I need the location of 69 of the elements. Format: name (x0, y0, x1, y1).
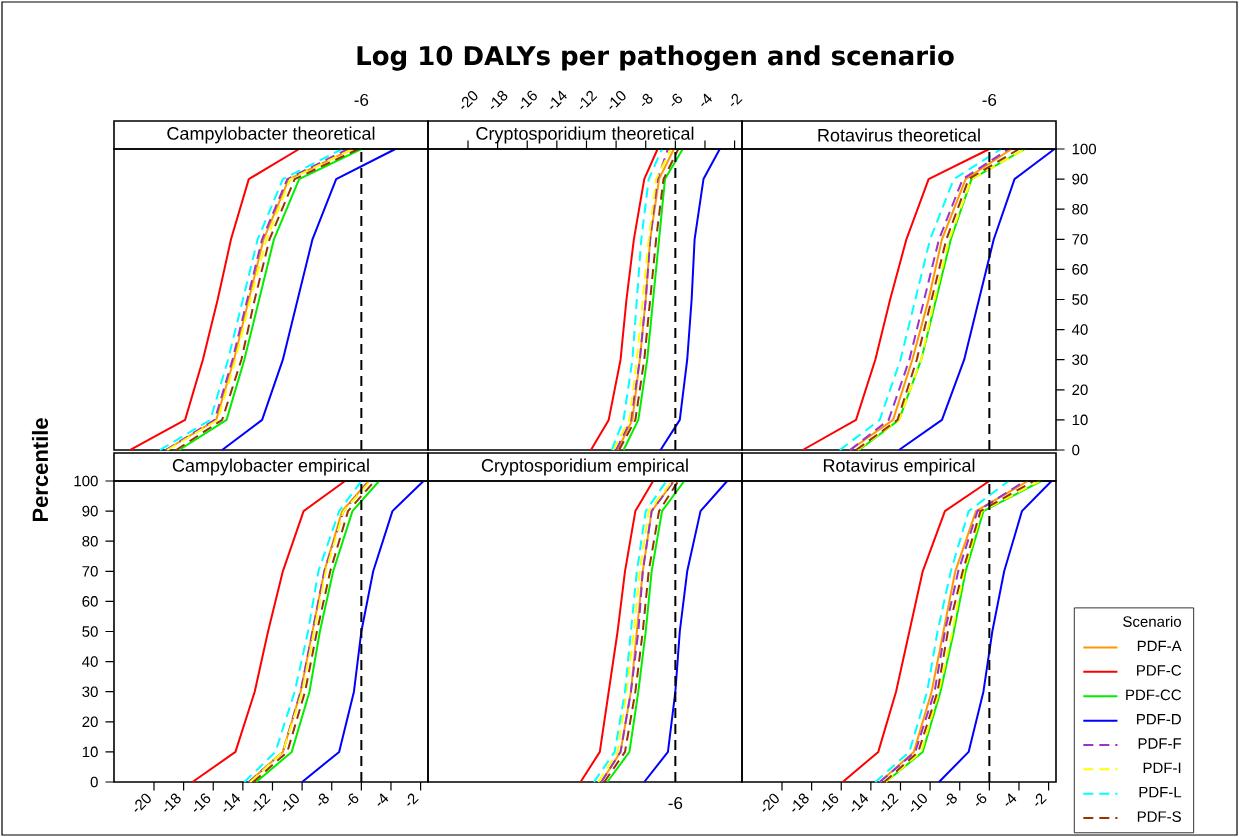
y-axis-title: Percentile (31, 418, 49, 522)
legend-label: PDF-A (1137, 640, 1182, 652)
y-tick-label: 60 (82, 596, 98, 607)
legend-label: PDF-C (1137, 665, 1182, 676)
x-tick-label: -12 (881, 793, 899, 812)
text: Log 10 DALYs per pathogen and scenario (357, 45, 954, 71)
x-tick-label: -18 (490, 90, 508, 109)
x-tick-label: -16 (821, 793, 839, 812)
x-tick-label: -8 (946, 793, 957, 806)
x-tick-label: -20 (461, 90, 478, 109)
legend-label: PDF-CC (1126, 689, 1182, 701)
x-tick-label: -4 (701, 93, 713, 106)
legend-label: PDF-D (1137, 714, 1181, 725)
y-tick-label: 50 (82, 626, 98, 637)
chart-title: Rotavirus theoretical (818, 128, 980, 142)
x-tick-label: -12 (579, 90, 598, 109)
x-tick-label: -8 (641, 93, 653, 106)
y-tick-label: 30 (82, 686, 98, 698)
x-tick-label: -18 (792, 793, 809, 812)
y-tick-label: 30 (1072, 354, 1088, 366)
x-tick-label: -6 (975, 793, 987, 806)
y-tick-label: 70 (82, 565, 98, 577)
x-tick-label: -4 (377, 793, 389, 806)
y-tick-label: 100 (74, 475, 98, 487)
y-tick-label: 0 (1072, 444, 1080, 456)
chart-title: Cryptosporidium theoretical (476, 126, 694, 144)
y-tick-label: 10 (82, 746, 98, 758)
legend-label: PDF-F (1138, 738, 1182, 749)
y-tick-label: 80 (1072, 203, 1088, 215)
x-tick-label: -18 (164, 793, 181, 812)
legend-label: PDF-S (1137, 811, 1181, 822)
chart-title: Campylobacter theoretical (167, 126, 375, 144)
y-tick-label: 90 (82, 505, 98, 517)
x-tick-label: -10 (609, 90, 626, 109)
x-tick-label: -20 (134, 793, 151, 812)
x-tick-label: -2 (1035, 793, 1047, 806)
x-tick-label: -14 (223, 793, 241, 812)
x-tick-label: -8 (318, 793, 329, 806)
y-tick-label: 20 (1072, 384, 1088, 396)
chart-title: Rotavirus empirical (823, 458, 975, 476)
y-tick-label: 90 (1072, 173, 1088, 185)
x-tick-label: -16 (520, 90, 537, 109)
legend-title: Scenario (1123, 615, 1182, 627)
y-tick-label: 40 (82, 656, 98, 667)
x-tick-label: -14 (851, 793, 869, 812)
y-tick-label: 80 (82, 535, 98, 547)
y-tick-label: 60 (1072, 264, 1088, 275)
y-tick-label: 100 (1072, 143, 1097, 155)
x-tick-label: -4 (1005, 793, 1017, 806)
chart-title: Campylobacter empirical (172, 458, 369, 476)
x-tick-label: -14 (550, 90, 567, 109)
x-tick-label: -12 (253, 793, 271, 812)
x-tick-label: -16 (193, 793, 211, 812)
y-tick-label: 70 (1072, 233, 1088, 245)
y-tick-label: 0 (90, 776, 98, 788)
x-tick-label: -2 (407, 793, 419, 806)
x-tick-label: -10 (910, 793, 927, 812)
x-tick-label: -10 (282, 793, 299, 812)
y-tick-label: 40 (1071, 324, 1088, 335)
x-tick-label: -6 (671, 93, 683, 106)
legend-label: PDF-L (1139, 786, 1182, 798)
chart-title: Cryptosporidium empirical (481, 458, 688, 476)
x-tick-label: -2 (730, 93, 743, 107)
y-tick-label: 10 (1072, 414, 1088, 426)
legend-label: PDF-I (1143, 762, 1181, 773)
x-tick-label: -6 (347, 793, 359, 806)
x-tick-label: -20 (762, 793, 779, 812)
y-tick-label: 20 (82, 716, 98, 728)
y-tick-label: 50 (1072, 294, 1088, 305)
